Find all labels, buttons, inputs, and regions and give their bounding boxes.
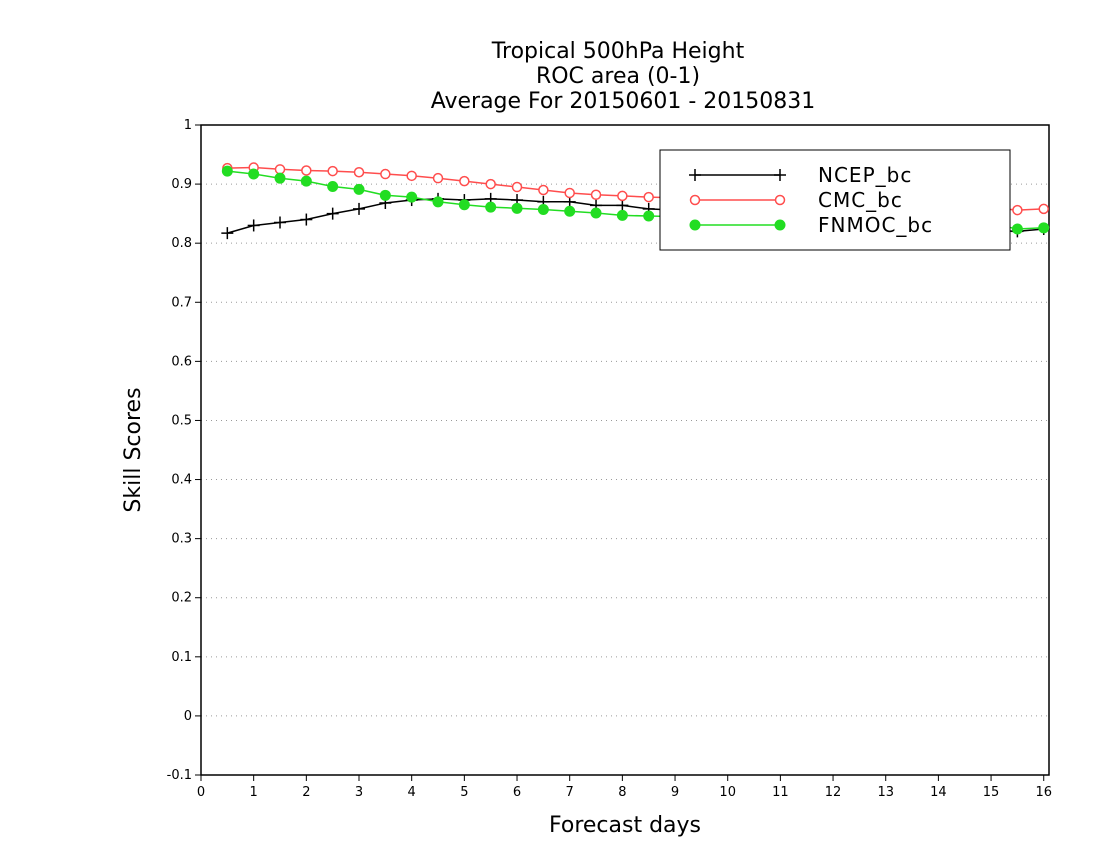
- legend-item-ncep-bc: NCEP_bc: [689, 163, 912, 187]
- y-tick-label: 0.3: [171, 532, 192, 547]
- legend-marker-cmc-bc: [689, 194, 701, 206]
- data-point-cmc-bc: [643, 191, 654, 203]
- data-point-cmc-bc: [590, 189, 602, 200]
- x-tick-label: 1: [250, 785, 258, 800]
- y-tick-label: 0.8: [171, 236, 192, 251]
- x-tick-label: 0: [197, 785, 205, 800]
- data-point-fnmoc-bc: [248, 168, 260, 180]
- data-point-fnmoc-bc: [353, 183, 365, 195]
- x-tick-label: 3: [355, 785, 363, 800]
- x-tick-label: 8: [618, 785, 626, 800]
- data-point-fnmoc-bc: [564, 205, 576, 217]
- data-point-fnmoc-bc: [616, 209, 628, 221]
- chart-title-line-3: Average For 20150601 - 20150831: [431, 89, 816, 114]
- legend-marker-fnmoc-bc: [689, 219, 701, 231]
- x-tick-label: 16: [1035, 785, 1052, 800]
- data-point-fnmoc-bc: [379, 189, 391, 201]
- data-point-cmc-bc: [353, 167, 365, 178]
- data-point-fnmoc-bc: [327, 180, 339, 192]
- y-tick-label: 1: [184, 118, 192, 133]
- data-point-fnmoc-bc: [590, 207, 602, 219]
- data-point-cmc-bc: [564, 187, 575, 199]
- y-tick-label: 0.9: [171, 177, 192, 192]
- legend-label-cmc-bc: CMC_bc: [818, 188, 903, 212]
- x-tick-label: 4: [408, 785, 416, 800]
- y-axis-label: Skill Scores: [121, 387, 146, 512]
- data-point-cmc-bc: [274, 164, 286, 175]
- y-tick-label: 0.5: [171, 413, 192, 428]
- y-axis-ticks: -0.1 0 0.1 0.2 0.3 0.4 0.5 0.6 0.7 0.8 0.9 1: [167, 118, 201, 783]
- data-point-fnmoc-bc: [485, 201, 497, 213]
- data-point-fnmoc-bc: [511, 202, 523, 214]
- data-point-cmc-bc: [327, 165, 338, 177]
- data-point-cmc-bc: [538, 184, 549, 196]
- data-point-cmc-bc: [432, 172, 444, 184]
- x-tick-label: 13: [877, 785, 894, 800]
- x-tick-label: 12: [825, 785, 842, 800]
- data-point-fnmoc-bc: [458, 199, 470, 211]
- x-tick-label: 2: [302, 785, 310, 800]
- x-tick-label: 9: [671, 785, 679, 800]
- data-point-cmc-bc: [406, 170, 417, 182]
- y-tick-label: 0.1: [171, 650, 192, 665]
- data-point-ncep-bc: [274, 216, 287, 229]
- data-point-fnmoc-bc: [274, 172, 286, 184]
- data-point-ncep-bc: [300, 213, 313, 226]
- grid: [201, 183, 1049, 717]
- legend-label-ncep-bc: NCEP_bc: [818, 163, 912, 187]
- data-point-ncep-bc: [221, 227, 234, 240]
- data-point-fnmoc-bc: [643, 210, 655, 222]
- data-point-cmc-bc: [380, 168, 391, 180]
- data-point-cmc-bc: [301, 165, 312, 176]
- data-point-ncep-bc: [353, 202, 366, 215]
- legend-marker-cmc-bc: [774, 194, 786, 206]
- x-tick-label: 14: [930, 785, 947, 800]
- chart-title: Tropical 500hPa Height ROC area (0-1) Av…: [431, 39, 816, 114]
- x-axis-label: Forecast days: [549, 813, 701, 838]
- legend-item-cmc-bc: CMC_bc: [689, 188, 903, 212]
- x-tick-label: 7: [566, 785, 574, 800]
- y-tick-label: 0.6: [171, 354, 192, 369]
- x-tick-label: 5: [460, 785, 468, 800]
- y-tick-label: 0.4: [171, 473, 192, 488]
- data-point-fnmoc-bc: [1038, 222, 1050, 234]
- legend-marker-ncep-bc: [774, 169, 786, 181]
- data-point-fnmoc-bc: [221, 165, 233, 177]
- x-axis-ticks: 0 1 2 3 4 5 6 7 8 9 10 11 12 13 14 15 16: [197, 775, 1052, 800]
- data-point-ncep-bc: [616, 199, 629, 212]
- y-tick-label: 0: [184, 709, 192, 724]
- chart-title-line-1: Tropical 500hPa Height: [491, 39, 745, 64]
- data-point-fnmoc-bc: [300, 175, 312, 187]
- x-tick-label: 15: [983, 785, 1000, 800]
- data-point-fnmoc-bc: [537, 204, 549, 215]
- data-point-fnmoc-bc: [1011, 223, 1023, 235]
- data-point-cmc-bc: [617, 190, 628, 202]
- x-tick-label: 11: [772, 785, 789, 800]
- y-tick-label: 0.7: [171, 295, 192, 310]
- legend-item-fnmoc-bc: FNMOC_bc: [689, 213, 933, 237]
- data-point-cmc-bc: [459, 175, 470, 187]
- legend-marker-fnmoc-bc: [774, 219, 786, 231]
- y-tick-label: -0.1: [167, 768, 192, 783]
- data-point-ncep-bc: [247, 219, 260, 232]
- data-point-fnmoc-bc: [432, 196, 444, 208]
- data-point-cmc-bc: [485, 178, 496, 190]
- legend-marker-ncep-bc: [689, 169, 701, 181]
- data-point-cmc-bc: [511, 181, 523, 193]
- data-point-ncep-bc: [326, 207, 339, 220]
- plot-area: [200, 124, 1050, 776]
- x-tick-label: 10: [719, 785, 736, 800]
- y-tick-label: 0.2: [171, 591, 192, 606]
- legend-label-fnmoc-bc: FNMOC_bc: [818, 213, 933, 237]
- x-tick-label: 6: [513, 785, 521, 800]
- data-point-fnmoc-bc: [406, 191, 418, 203]
- chart-title-line-2: ROC area (0-1): [536, 64, 700, 89]
- data-point-cmc-bc: [1038, 203, 1049, 215]
- data-point-cmc-bc: [1012, 204, 1023, 216]
